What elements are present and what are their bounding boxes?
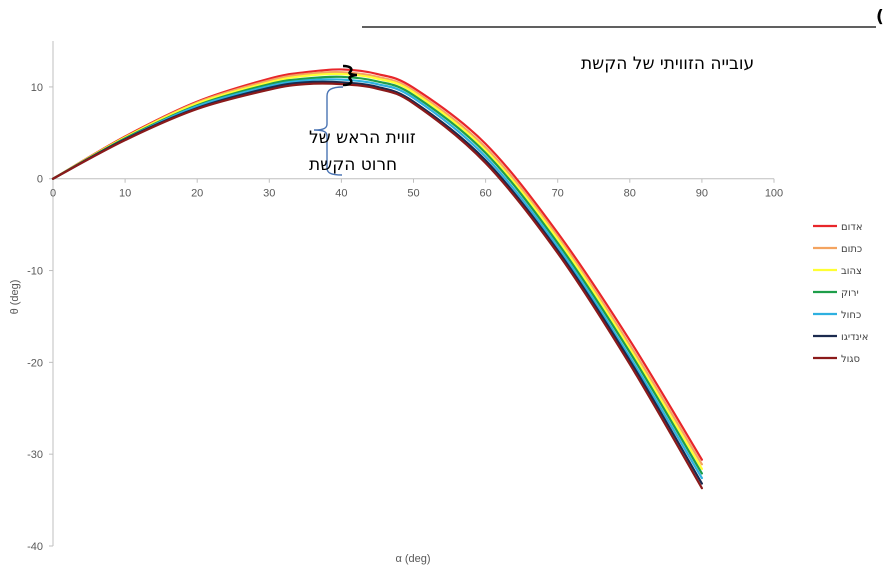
legend-label: ירוק bbox=[841, 288, 859, 299]
x-tick-label: 60 bbox=[479, 188, 491, 200]
legend-label: צהוב bbox=[841, 266, 862, 277]
x-tick-group: 0 10 20 30 40 50 60 70 80 90 100 bbox=[50, 178, 783, 200]
x-tick-label: 100 bbox=[765, 188, 783, 200]
y-tick-label: -10 bbox=[27, 266, 43, 278]
series-line-6 bbox=[51, 82, 703, 490]
y-tick-label: 10 bbox=[31, 82, 43, 94]
legend-label: אדום bbox=[841, 222, 863, 233]
thickness-brace-icon bbox=[342, 64, 358, 87]
y-tick-label: 0 bbox=[37, 174, 43, 186]
y-tick-label: -40 bbox=[27, 541, 43, 553]
y-axis-title: θ (deg) bbox=[9, 280, 21, 315]
x-tick-label: 50 bbox=[407, 188, 419, 200]
x-tick-label: 30 bbox=[263, 188, 275, 200]
thickness-annotation: עובייה הזוויתי של הקשת bbox=[581, 54, 754, 74]
x-tick-label: 0 bbox=[50, 188, 56, 200]
y-tick-label: -30 bbox=[27, 449, 43, 461]
legend-label: סגול bbox=[841, 354, 860, 365]
x-tick-label: 40 bbox=[335, 188, 347, 200]
x-tick-label: 70 bbox=[552, 188, 564, 200]
cone-angle-annotation-line2: חרוט הקשת bbox=[309, 155, 397, 175]
chart-title: זווית הסטייה כתלות בזווית הכניסה ( נתוני… bbox=[876, 7, 885, 27]
legend-label: כתום bbox=[841, 244, 862, 255]
x-axis-title: α (deg) bbox=[395, 553, 430, 565]
legend-label: אינדיגו bbox=[841, 332, 868, 343]
y-tick-group: 10 0 -10 -20 -30 -40 bbox=[27, 82, 53, 553]
series-line-4 bbox=[51, 78, 703, 480]
series-line-2 bbox=[51, 72, 703, 470]
cone-angle-brace-icon bbox=[313, 86, 344, 176]
y-tick-label: -20 bbox=[27, 357, 43, 369]
x-tick-label: 20 bbox=[191, 188, 203, 200]
x-tick-label: 80 bbox=[624, 188, 636, 200]
cone-angle-annotation-line1: זווית הראש של bbox=[309, 128, 416, 148]
x-tick-label: 10 bbox=[119, 188, 131, 200]
series-group bbox=[51, 68, 703, 490]
x-tick-label: 90 bbox=[696, 188, 708, 200]
legend: אדום כתום צהוב ירוק כחול אינדיגו סגול bbox=[813, 222, 868, 365]
legend-label: כחול bbox=[841, 310, 861, 321]
